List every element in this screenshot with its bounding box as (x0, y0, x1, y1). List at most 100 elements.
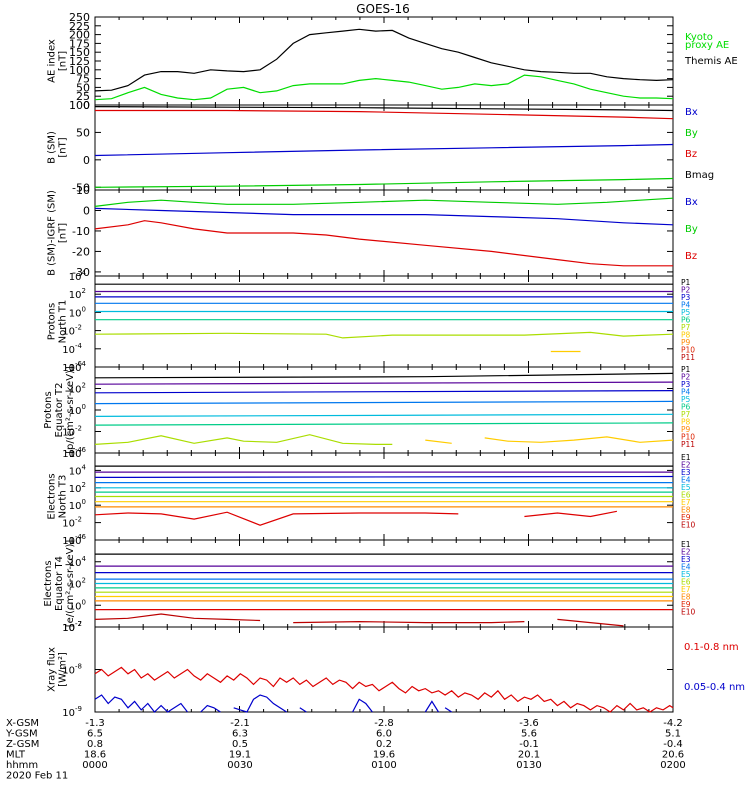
series-line (352, 698, 373, 713)
series-line (424, 700, 440, 713)
legend-entry: P7 (681, 323, 691, 332)
orbit-value: 20.1 (518, 750, 540, 761)
legend-entry: P3 (681, 293, 691, 302)
orbit-value: 6.3 (232, 729, 248, 740)
legend-entry: Bz (685, 149, 697, 160)
series-line (444, 707, 453, 713)
orbit-value: -2.1 (230, 718, 250, 729)
y-tick-label: 106 (69, 446, 87, 460)
series-line (94, 207, 674, 226)
y-tick-label: 150 (69, 46, 90, 59)
series-line (95, 109, 674, 120)
legend-entry: E2 (681, 548, 691, 557)
series-line (94, 331, 674, 339)
y-tick-label: 10 (76, 184, 90, 197)
series-line (293, 620, 525, 624)
series-line (94, 422, 674, 426)
panel-frame (94, 275, 674, 368)
series-line (94, 106, 674, 112)
y-axis-label: Protons (43, 391, 54, 428)
legend-entry: Themis AE (684, 56, 738, 67)
series-line (94, 511, 459, 526)
y-axis-label: Xray flux (47, 647, 58, 692)
y-axis-label: Electrons (47, 473, 58, 519)
y-tick-label: -30 (72, 266, 90, 279)
legend-entry: E9 (681, 513, 691, 522)
legend-entry: P6 (681, 403, 691, 412)
series-line (94, 434, 393, 445)
legend-entry: E6 (681, 491, 691, 500)
legend-entry: E3 (681, 555, 691, 564)
series-line (94, 390, 674, 394)
y-axis-label: North T3 (58, 475, 69, 519)
orbit-value: 19.6 (373, 750, 395, 761)
y-tick-label: 100 (69, 99, 90, 112)
orbit-value: 6.5 (87, 729, 103, 740)
y-tick-label: 50 (76, 126, 90, 139)
y-tick-label: 104 (69, 269, 87, 283)
legend-entry: E3 (681, 468, 691, 477)
orbit-value: -2.8 (374, 718, 394, 729)
orbit-row-label: Y-GSM (5, 729, 38, 740)
y-tick-label: 50 (76, 81, 90, 94)
y-tick-label: 175 (69, 37, 90, 50)
legend-entry: Bx (685, 197, 698, 208)
legend-entry: P11 (681, 440, 695, 449)
y-tick-label: 200 (69, 29, 90, 42)
series-line (94, 197, 674, 207)
legend-entry: 0.05-0.4 nm (684, 682, 745, 693)
y-tick-label: 75 (76, 73, 90, 86)
legend-entry: By (685, 224, 698, 235)
series-line (94, 400, 674, 405)
legend-entry: By (685, 128, 698, 139)
legend-entry: P10 (681, 346, 695, 355)
orbit-row-label: hhmm (6, 760, 38, 771)
orbit-row-label: MLT (6, 750, 26, 761)
series-line (200, 704, 221, 713)
orbit-value: 0.2 (376, 739, 392, 750)
orbit-value: 5.6 (521, 729, 537, 740)
series-line (94, 694, 188, 713)
legend-entry: P9 (681, 425, 691, 434)
legend-entry: P9 (681, 338, 691, 347)
y-tick-label: 225 (69, 20, 90, 33)
y-axis-label: AE index (47, 39, 58, 83)
orbit-value: 0.5 (232, 739, 248, 750)
orbit-value: -1.3 (85, 718, 105, 729)
legend-entry: E1 (681, 453, 691, 462)
panel-frame (94, 626, 674, 713)
panel-frame (94, 104, 674, 191)
legend-entry: P3 (681, 380, 691, 389)
legend-entry: E4 (681, 563, 691, 572)
legend-entry: P11 (681, 353, 695, 362)
legend-entry: E10 (681, 521, 696, 530)
y-tick-label: 100 (69, 305, 86, 319)
series-line (557, 618, 624, 627)
orbit-value: -0.1 (519, 739, 539, 750)
orbit-value: -3.6 (519, 718, 539, 729)
orbit-value: -0.4 (663, 739, 683, 750)
legend-entry: P5 (681, 395, 691, 404)
legend-entry: proxy AE (685, 40, 729, 51)
series-line (233, 694, 287, 713)
series-line (484, 436, 674, 443)
y-tick-label: -50 (72, 181, 90, 194)
series-line (94, 74, 674, 101)
series-line (94, 475, 674, 478)
y-tick-label: 104 (69, 463, 87, 477)
y-tick-label: 100 (69, 498, 86, 512)
series-line (94, 143, 674, 157)
y-tick-label: 250 (69, 11, 90, 24)
legend-entry: P1 (681, 278, 691, 287)
y-axis-label: Protons (47, 303, 58, 340)
legend-entry: P1 (681, 365, 691, 374)
series-line (94, 381, 674, 385)
legend-entry: Bz (685, 251, 697, 262)
series-line (94, 220, 673, 267)
legend-entry: E5 (681, 570, 691, 579)
legend-entry: P2 (681, 286, 691, 295)
orbit-value: 18.6 (84, 750, 106, 761)
